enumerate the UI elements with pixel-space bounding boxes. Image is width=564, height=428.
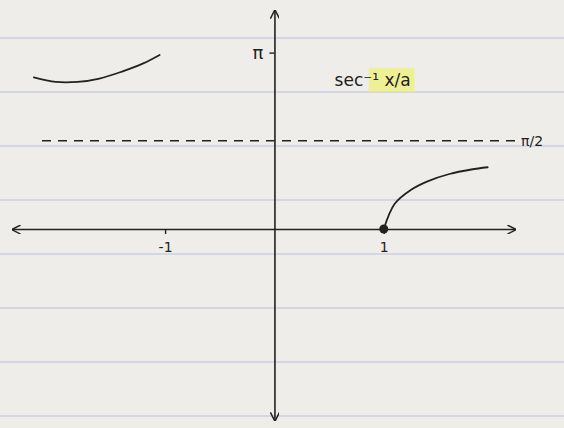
paper-rule <box>0 200 564 201</box>
paper <box>0 0 564 428</box>
y-tick-label: π <box>253 42 264 63</box>
x-tick-label: 1 <box>380 239 389 255</box>
reference-label: π/2 <box>521 133 543 149</box>
y-tick-mark <box>269 52 274 53</box>
paper-rules <box>0 38 564 416</box>
y-tick: π <box>253 42 275 63</box>
x-tick-mark <box>165 229 166 234</box>
chart: π/2 -1 1 π sec⁻¹ x/a <box>0 0 564 428</box>
paper-rule <box>0 92 564 93</box>
curve <box>384 167 488 229</box>
paper-rule <box>0 416 564 417</box>
paper-rule <box>0 362 564 363</box>
plot-area <box>34 55 488 234</box>
y-axis: π <box>253 11 275 421</box>
annotation: sec⁻¹ x/a <box>335 70 411 90</box>
x-tick: -1 <box>159 229 173 255</box>
paper-rule <box>0 146 564 147</box>
curve <box>34 55 160 82</box>
endpoint-dot <box>379 225 388 234</box>
paper-rule <box>0 308 564 309</box>
x-axis: -1 1 <box>13 229 516 255</box>
reference-line <box>42 140 515 141</box>
x-tick-label: -1 <box>159 239 173 255</box>
y-axis-line <box>274 11 276 421</box>
paper-rule <box>0 38 564 39</box>
paper-rule <box>0 254 564 255</box>
x-axis-line <box>13 229 516 231</box>
